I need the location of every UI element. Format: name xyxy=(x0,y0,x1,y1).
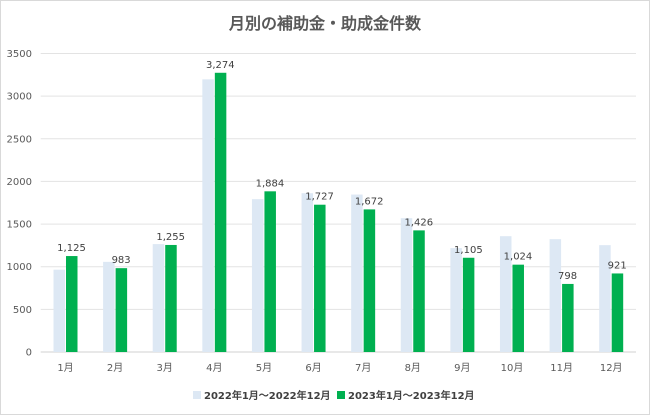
bar-2022-9 xyxy=(450,248,462,352)
y-tick-label: 3500 xyxy=(7,49,32,60)
bar-2022-3 xyxy=(152,244,165,352)
y-tick-label: 1500 xyxy=(7,220,32,231)
bar-2022-6 xyxy=(301,193,314,352)
bar-2023-4 xyxy=(214,72,227,353)
data-label: 983 xyxy=(112,255,131,266)
bar-2022-11 xyxy=(549,239,562,352)
data-label: 1,672 xyxy=(355,196,384,207)
bar-2023-5 xyxy=(264,191,276,352)
legend-swatch-2022 xyxy=(193,391,201,399)
bar-2023-6 xyxy=(314,204,326,352)
y-tick-label: 2500 xyxy=(7,134,32,145)
x-tick-label: 2月 xyxy=(107,362,123,374)
x-tick-label: 11月 xyxy=(550,362,573,374)
bar-2023-10 xyxy=(512,264,524,352)
x-tick-label: 12月 xyxy=(600,362,623,374)
bar-2023-11 xyxy=(562,283,574,352)
y-tick-label: 2000 xyxy=(7,177,32,188)
data-label: 1,426 xyxy=(404,217,433,228)
bar-2023-2 xyxy=(115,268,128,352)
x-tick-label: 3月 xyxy=(157,362,173,374)
bar-2022-8 xyxy=(400,218,413,352)
data-label: 1,105 xyxy=(454,245,483,256)
data-label: 798 xyxy=(558,271,577,282)
bar-2022-5 xyxy=(251,199,264,352)
x-tick-label: 8月 xyxy=(405,362,421,374)
data-label: 3,274 xyxy=(206,60,235,71)
legend-swatch-2023 xyxy=(337,391,345,399)
bar-2023-12 xyxy=(611,273,624,352)
legend: 2022年1月～2022年12月 2023年1月～2023年12月 xyxy=(193,389,475,402)
bar-2023-1 xyxy=(66,256,78,352)
x-tick-label: 7月 xyxy=(355,362,371,374)
x-tick-label: 6月 xyxy=(305,362,321,374)
bar-2022-7 xyxy=(351,194,363,352)
bar-2022-4 xyxy=(202,79,214,353)
bar-2022-12 xyxy=(599,245,611,352)
x-tick-label: 9月 xyxy=(454,362,470,374)
bar-2022-1 xyxy=(53,269,66,352)
bar-2022-10 xyxy=(499,236,512,352)
y-tick-label: 500 xyxy=(13,305,32,316)
y-tick-label: 1000 xyxy=(7,262,32,273)
x-tick-label: 10月 xyxy=(501,362,524,374)
legend-label-2023: 2023年1月～2023年12月 xyxy=(348,389,475,402)
x-tick-label: 1月 xyxy=(57,362,73,374)
data-label: 1,255 xyxy=(156,232,185,243)
data-label: 1,884 xyxy=(256,178,285,189)
data-label: 1,024 xyxy=(504,252,533,263)
chart-title: 月別の補助金・助成金件数 xyxy=(228,14,422,33)
y-tick-label: 3000 xyxy=(7,92,32,103)
bar-2023-9 xyxy=(462,257,475,352)
y-tick-label: 0 xyxy=(26,348,32,359)
data-label: 1,125 xyxy=(57,243,86,254)
data-label: 921 xyxy=(608,260,627,271)
x-tick-label: 4月 xyxy=(206,362,222,374)
bar-2023-8 xyxy=(413,230,425,352)
data-label: 1,727 xyxy=(305,192,334,203)
x-tick-label: 5月 xyxy=(256,362,272,374)
bar-2023-7 xyxy=(363,209,376,352)
legend-label-2022: 2022年1月～2022年12月 xyxy=(204,389,331,402)
bar-2023-3 xyxy=(165,244,177,352)
bar-2022-2 xyxy=(103,261,115,352)
